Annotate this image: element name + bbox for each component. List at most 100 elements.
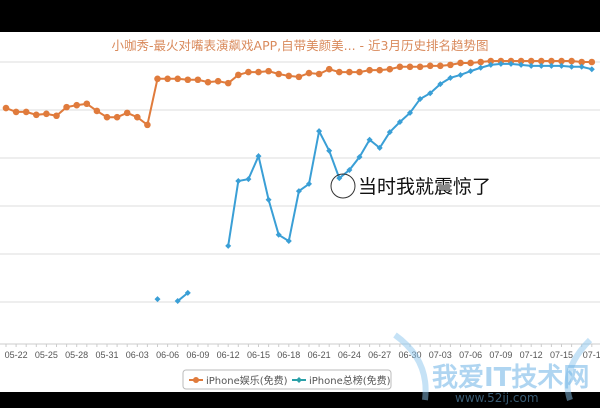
data-point bbox=[376, 66, 384, 74]
legend[interactable]: iPhone娱乐(免费) iPhone总榜(免费) bbox=[182, 369, 392, 390]
x-tick-label: 07-09 bbox=[489, 350, 512, 360]
data-point bbox=[12, 108, 20, 116]
x-tick-label: 06-27 bbox=[368, 350, 391, 360]
data-point bbox=[73, 101, 80, 109]
data-point bbox=[366, 136, 373, 143]
data-point bbox=[103, 113, 111, 121]
legend-label-entertainment: iPhone娱乐(免费) bbox=[206, 374, 288, 387]
data-point bbox=[447, 61, 454, 69]
data-point bbox=[386, 65, 394, 73]
data-point bbox=[184, 76, 192, 84]
data-point bbox=[83, 100, 91, 108]
data-point bbox=[447, 74, 454, 81]
data-point bbox=[154, 75, 161, 83]
data-point bbox=[144, 121, 151, 129]
data-point bbox=[245, 68, 252, 76]
data-point bbox=[437, 62, 444, 70]
data-point bbox=[416, 63, 424, 71]
data-point bbox=[396, 63, 404, 71]
data-point bbox=[578, 63, 585, 70]
data-point bbox=[467, 59, 474, 67]
data-point bbox=[508, 60, 514, 67]
data-point bbox=[558, 62, 565, 69]
data-point bbox=[588, 66, 595, 73]
x-tick-label: 07-03 bbox=[429, 350, 452, 360]
data-point bbox=[315, 70, 323, 78]
data-point bbox=[326, 147, 333, 154]
annotation-text: 当时我就震惊了 bbox=[358, 176, 491, 198]
data-point bbox=[194, 76, 202, 84]
data-point bbox=[457, 71, 464, 78]
x-tick-label: 07-06 bbox=[459, 350, 482, 360]
data-point bbox=[174, 298, 181, 305]
data-point bbox=[265, 67, 272, 75]
data-point bbox=[295, 188, 302, 195]
data-point bbox=[356, 154, 363, 161]
data-point bbox=[538, 57, 545, 65]
series-overall bbox=[154, 60, 595, 305]
data-point bbox=[235, 71, 242, 79]
data-point bbox=[214, 77, 222, 85]
data-point bbox=[255, 153, 262, 160]
data-point bbox=[275, 231, 282, 238]
data-point bbox=[477, 64, 484, 71]
watermark-url: www.52ij.com bbox=[455, 391, 539, 405]
data-point bbox=[346, 167, 353, 173]
data-point bbox=[487, 57, 495, 65]
x-tick-label: 06-06 bbox=[156, 350, 179, 360]
data-point bbox=[578, 58, 585, 66]
data-point bbox=[325, 65, 333, 73]
x-tick-label: 07-12 bbox=[520, 350, 543, 360]
data-point bbox=[568, 63, 575, 70]
series-line bbox=[177, 292, 189, 302]
data-point bbox=[113, 113, 121, 121]
data-point bbox=[255, 68, 262, 76]
legend-marker-blue bbox=[296, 377, 302, 383]
x-tick-label: 05-25 bbox=[35, 350, 58, 360]
data-point bbox=[53, 112, 60, 120]
data-point bbox=[295, 73, 303, 81]
x-tick-label: 05-31 bbox=[95, 350, 118, 360]
data-point bbox=[426, 62, 434, 70]
data-point bbox=[134, 113, 141, 121]
legend-label-overall: iPhone总榜(免费) bbox=[309, 374, 391, 387]
data-point bbox=[336, 175, 343, 182]
data-point bbox=[275, 70, 283, 78]
data-point bbox=[487, 61, 494, 68]
data-point bbox=[568, 57, 575, 65]
data-point bbox=[356, 68, 363, 76]
x-tick-label: 06-12 bbox=[217, 350, 240, 360]
x-tick-label: 07-1 bbox=[583, 350, 600, 360]
data-point bbox=[528, 62, 535, 69]
data-point bbox=[437, 81, 444, 88]
data-point bbox=[285, 72, 293, 80]
data-point bbox=[33, 111, 40, 119]
x-tick-label: 06-21 bbox=[308, 350, 331, 360]
data-point bbox=[386, 129, 393, 136]
data-point bbox=[316, 128, 323, 135]
data-point bbox=[376, 144, 383, 151]
data-point bbox=[164, 75, 171, 83]
data-point bbox=[224, 79, 232, 87]
legend-marker-orange bbox=[193, 377, 199, 383]
series-entertainment bbox=[2, 57, 596, 129]
legend-item-entertainment[interactable]: iPhone娱乐(免费) bbox=[189, 374, 288, 387]
data-point bbox=[154, 296, 161, 303]
data-point bbox=[174, 75, 181, 83]
x-tick-label: 07-15 bbox=[550, 350, 573, 360]
legend-item-overall[interactable]: iPhone总榜(免费) bbox=[292, 374, 391, 387]
data-point bbox=[588, 58, 596, 66]
data-point bbox=[346, 68, 353, 76]
data-point bbox=[306, 180, 312, 187]
series-group bbox=[2, 57, 596, 305]
data-point bbox=[497, 60, 504, 67]
data-point bbox=[396, 119, 403, 125]
x-tick-label: 06-18 bbox=[277, 350, 300, 360]
x-tick-label: 05-22 bbox=[5, 350, 28, 360]
data-point bbox=[517, 57, 525, 65]
data-point bbox=[407, 109, 413, 116]
chart-title: 小咖秀-最火对嘴表演飙戏APP,自带美颜美... - 近3月历史排名趋势图 bbox=[112, 38, 489, 53]
data-point bbox=[22, 108, 30, 116]
data-point bbox=[417, 95, 424, 102]
